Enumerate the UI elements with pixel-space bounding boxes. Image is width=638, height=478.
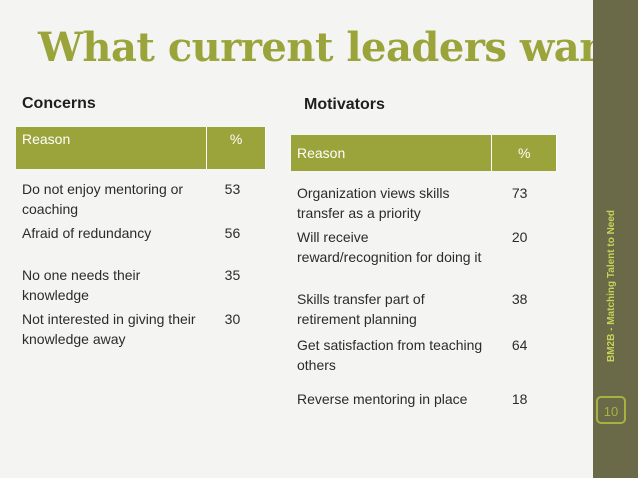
table-row: Get satisfaction from teaching others 64 bbox=[291, 333, 557, 387]
table-row: Not interested in giving their knowledge… bbox=[16, 307, 266, 351]
motivators-pct: 18 bbox=[511, 391, 528, 407]
motivators-pct: 64 bbox=[511, 337, 528, 353]
concerns-col-pct: % bbox=[206, 127, 266, 169]
table-row: Afraid of redundancy 56 bbox=[16, 221, 266, 263]
table-row: Will receive reward/recognition for doin… bbox=[291, 225, 557, 287]
motivators-table: Reason % Organization views skills trans… bbox=[291, 135, 557, 413]
motivators-col-reason: Reason bbox=[291, 135, 493, 171]
concerns-pct: 53 bbox=[224, 181, 241, 197]
concerns-reason: Afraid of redundancy bbox=[22, 225, 152, 241]
concerns-pct: 56 bbox=[224, 225, 241, 241]
table-row: Skills transfer part of retirement plann… bbox=[291, 287, 557, 333]
concerns-pct: 30 bbox=[224, 311, 241, 327]
concerns-heading: Concerns bbox=[22, 95, 96, 112]
sidebar-caption: BM2B - Matching Talent to Need bbox=[606, 209, 617, 362]
motivators-heading: Motivators bbox=[304, 96, 385, 113]
concerns-reason: Do not enjoy mentoring or coaching bbox=[22, 181, 184, 217]
motivators-reason: Reverse mentoring in place bbox=[297, 391, 468, 407]
motivators-col-pct: % bbox=[491, 135, 557, 171]
motivators-pct: 73 bbox=[511, 185, 528, 201]
motivators-reason: Skills transfer part of retirement plann… bbox=[297, 291, 425, 327]
concerns-reason: Not interested in giving their knowledge… bbox=[22, 311, 196, 347]
page-number: 10 bbox=[596, 396, 626, 424]
concerns-pct: 35 bbox=[224, 267, 241, 283]
table-row: Reverse mentoring in place 18 bbox=[291, 387, 557, 413]
motivators-reason: Organization views skills transfer as a … bbox=[297, 185, 450, 221]
motivators-pct: 20 bbox=[511, 229, 528, 245]
concerns-col-reason: Reason bbox=[16, 127, 208, 169]
motivators-reason: Get satisfaction from teaching others bbox=[297, 337, 483, 373]
motivators-reason: Will receive reward/recognition for doin… bbox=[297, 229, 482, 265]
slide-title: What current leaders want bbox=[38, 24, 626, 71]
concerns-reason: No one needs their knowledge bbox=[22, 267, 141, 303]
table-row: No one needs their knowledge 35 bbox=[16, 263, 266, 307]
motivators-pct: 38 bbox=[511, 291, 528, 307]
concerns-table: Reason % Do not enjoy mentoring or coach… bbox=[16, 127, 266, 351]
table-row: Do not enjoy mentoring or coaching 53 bbox=[16, 169, 266, 221]
table-row: Organization views skills transfer as a … bbox=[291, 171, 557, 225]
